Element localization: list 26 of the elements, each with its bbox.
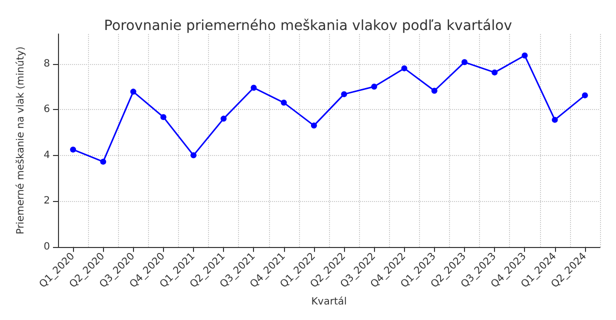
point bbox=[552, 116, 558, 123]
point bbox=[401, 65, 408, 72]
point bbox=[190, 152, 196, 158]
point bbox=[220, 116, 227, 122]
y-axis-title: Priemerné meškanie na vlak (minúty) bbox=[16, 46, 26, 234]
y-tick-label: 8 bbox=[44, 58, 50, 70]
point bbox=[492, 69, 498, 76]
point bbox=[341, 91, 348, 98]
point bbox=[250, 84, 257, 91]
point bbox=[70, 146, 76, 153]
point bbox=[160, 114, 166, 120]
point bbox=[130, 88, 136, 95]
point bbox=[582, 92, 588, 98]
point bbox=[522, 52, 528, 59]
point bbox=[100, 158, 106, 165]
x-axis-title: Kvartál bbox=[311, 296, 347, 308]
point bbox=[310, 122, 317, 129]
point bbox=[431, 88, 438, 94]
y-tick-label: 4 bbox=[44, 150, 50, 161]
point bbox=[371, 84, 378, 90]
y-tick-label: 6 bbox=[44, 104, 50, 116]
y-tick-label: 0 bbox=[44, 241, 50, 252]
point bbox=[462, 59, 468, 66]
point bbox=[280, 100, 287, 106]
y-tick-label: 2 bbox=[44, 196, 50, 207]
chart-title: Porovnanie priemerného meškania vlakov podľa kvartálov bbox=[104, 18, 512, 34]
